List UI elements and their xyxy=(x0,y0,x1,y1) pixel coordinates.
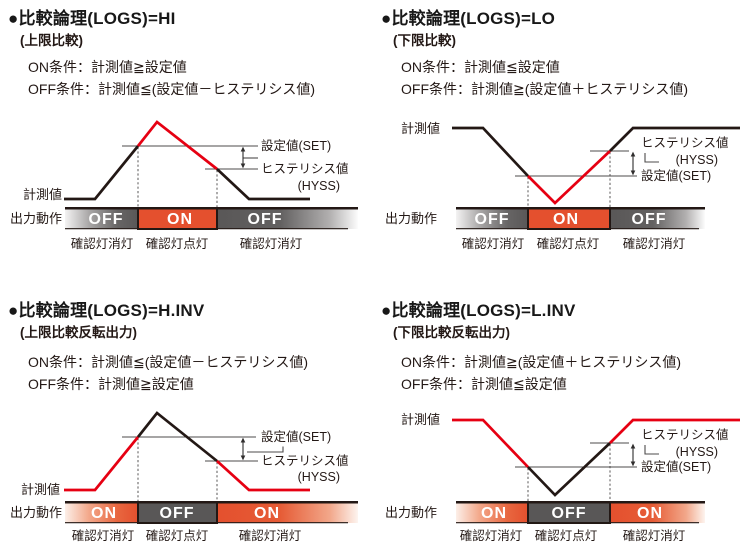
output-bar-segment-off-2 xyxy=(610,208,705,229)
hysteresis-label: ヒステリシス値 xyxy=(261,161,349,176)
output-state-label: OFF xyxy=(89,211,124,228)
waveform-on-period xyxy=(216,459,310,492)
section-subtitle: (上限比較) xyxy=(20,33,83,48)
output-state-label: ON xyxy=(91,505,117,522)
arrowhead-up-icon xyxy=(240,437,246,443)
waveform-off-period xyxy=(136,411,218,463)
arrowhead-up-icon xyxy=(630,443,636,449)
section-title: ●比較論理(LOGS)=LO xyxy=(381,9,556,28)
waveform-off-period xyxy=(527,442,611,497)
set-value-label: 設定値(SET) xyxy=(641,459,711,474)
lamp-status-label: 確認灯消灯 xyxy=(71,236,134,251)
arrowhead-down-icon xyxy=(630,461,636,467)
measured-value-label: 計測値 xyxy=(23,187,62,202)
set-value-label: 設定値(SET) xyxy=(261,138,331,153)
waveform-on-period xyxy=(609,418,740,444)
waveform-off-period xyxy=(452,126,529,177)
output-state-label: OFF xyxy=(632,211,667,228)
output-action-label: 出力動作 xyxy=(385,505,437,520)
output-state-label: ON xyxy=(637,505,663,522)
measured-value-label: 計測値 xyxy=(401,121,440,136)
linv-waveform-diagram: ON OFF ON 確認灯消灯 確認灯点灯 確認灯消灯 計測値 出力動作 ヒステ… xyxy=(385,412,740,543)
hysteresis-leader-line xyxy=(644,153,659,163)
lamp-status-label: 確認灯消灯 xyxy=(460,528,523,543)
on-condition: ON条件：計測値≧(設定値＋ヒステリシス値) xyxy=(401,354,682,370)
output-action-label: 出力動作 xyxy=(385,211,437,226)
waveform-on-period xyxy=(527,150,611,205)
output-state-label: ON xyxy=(553,211,579,228)
off-condition: OFF条件：計測値≦設定値 xyxy=(401,376,567,392)
section-subtitle: (下限比較反転出力) xyxy=(393,325,510,340)
hysteresis-leader-line xyxy=(247,446,284,453)
waveform-off-period xyxy=(216,168,310,201)
hinv-waveform-diagram: ON OFF ON 確認灯消灯 確認灯点灯 確認灯消灯 計測値 出力動作 設定値… xyxy=(10,411,358,543)
waveform-off-period xyxy=(609,126,740,152)
set-value-label: 設定値(SET) xyxy=(641,168,711,183)
section-subtitle: (上限比較反転出力) xyxy=(20,325,137,340)
off-condition: OFF条件：計測値≧(設定値＋ヒステリシス値) xyxy=(401,81,689,97)
arrowhead-down-icon xyxy=(240,455,246,461)
set-value-label: 設定値(SET) xyxy=(261,429,331,444)
waveform-on-period xyxy=(452,418,529,468)
measured-value-label: 計測値 xyxy=(401,412,440,427)
off-condition: OFF条件：計測値≧設定値 xyxy=(28,376,194,392)
lamp-status-label: 確認灯消灯 xyxy=(240,236,303,251)
output-state-label: OFF xyxy=(160,505,195,522)
on-condition: ON条件：計測値≦(設定値－ヒステリシス値) xyxy=(28,354,309,370)
arrowhead-down-icon xyxy=(240,163,246,169)
output-bar-segment-on-2 xyxy=(217,502,358,523)
lo-waveform-diagram: OFF ON OFF 確認灯消灯 確認灯点灯 確認灯消灯 計測値 出力動作 ヒス… xyxy=(385,121,740,251)
lamp-status-label: 確認灯点灯 xyxy=(146,236,209,251)
section-title: ●比較論理(LOGS)=H.INV xyxy=(8,301,205,320)
output-state-label: OFF xyxy=(248,211,283,228)
output-state-label: ON xyxy=(254,505,280,522)
lamp-status-label: 確認灯点灯 xyxy=(537,236,600,251)
waveform-on-period xyxy=(136,120,218,171)
output-bar-segment-on-2 xyxy=(610,502,705,523)
output-action-label: 出力動作 xyxy=(10,505,62,520)
hysteresis-abbr-label: (HYSS) xyxy=(298,470,340,484)
arrowhead-up-icon xyxy=(630,151,636,157)
arrowhead-up-icon xyxy=(240,146,246,152)
arrowhead-down-icon xyxy=(630,170,636,176)
output-state-label: ON xyxy=(481,505,507,522)
lamp-status-label: 確認灯点灯 xyxy=(146,528,209,543)
output-bar-segment-off-1 xyxy=(456,208,528,229)
hysteresis-abbr-label: (HYSS) xyxy=(676,445,718,459)
hysteresis-abbr-label: (HYSS) xyxy=(298,179,340,193)
hysteresis-leader-line xyxy=(644,445,659,455)
hysteresis-abbr-label: (HYSS) xyxy=(676,153,718,167)
lamp-status-label: 確認灯点灯 xyxy=(535,528,598,543)
on-condition: ON条件：計測値≧設定値 xyxy=(28,59,187,75)
section-subtitle: (下限比較) xyxy=(393,33,456,48)
waveform-on-period xyxy=(64,436,140,492)
output-bar-segment-off-2 xyxy=(217,208,358,229)
hysteresis-label: ヒステリシス値 xyxy=(641,427,729,442)
hysteresis-label: ヒステリシス値 xyxy=(261,453,349,468)
output-state-label: OFF xyxy=(552,505,587,522)
section-title: ●比較論理(LOGS)=HI xyxy=(8,9,176,28)
hi-waveform-diagram: OFF ON OFF 確認灯消灯 確認灯点灯 確認灯消灯 計測値 出力動作 設定… xyxy=(10,120,358,251)
lamp-status-label: 確認灯消灯 xyxy=(239,528,302,543)
section-title: ●比較論理(LOGS)=L.INV xyxy=(381,301,576,320)
output-action-label: 出力動作 xyxy=(10,211,62,226)
output-state-label: OFF xyxy=(475,211,510,228)
measured-value-label: 計測値 xyxy=(21,482,60,497)
lamp-status-label: 確認灯消灯 xyxy=(462,236,525,251)
lamp-status-label: 確認灯消灯 xyxy=(623,236,686,251)
output-state-label: ON xyxy=(167,211,193,228)
lamp-status-label: 確認灯消灯 xyxy=(72,528,135,543)
output-bar-segment-on-1 xyxy=(456,502,528,523)
on-condition: ON条件：計測値≦設定値 xyxy=(401,59,560,75)
off-condition: OFF条件：計測値≦(設定値－ヒステリシス値) xyxy=(28,81,316,97)
hysteresis-label: ヒステリシス値 xyxy=(641,135,729,150)
lamp-status-label: 確認灯消灯 xyxy=(623,528,686,543)
output-bar-segment-on-1 xyxy=(65,502,138,523)
output-bar-segment-off-1 xyxy=(65,208,138,229)
waveform-off-period xyxy=(64,145,140,201)
